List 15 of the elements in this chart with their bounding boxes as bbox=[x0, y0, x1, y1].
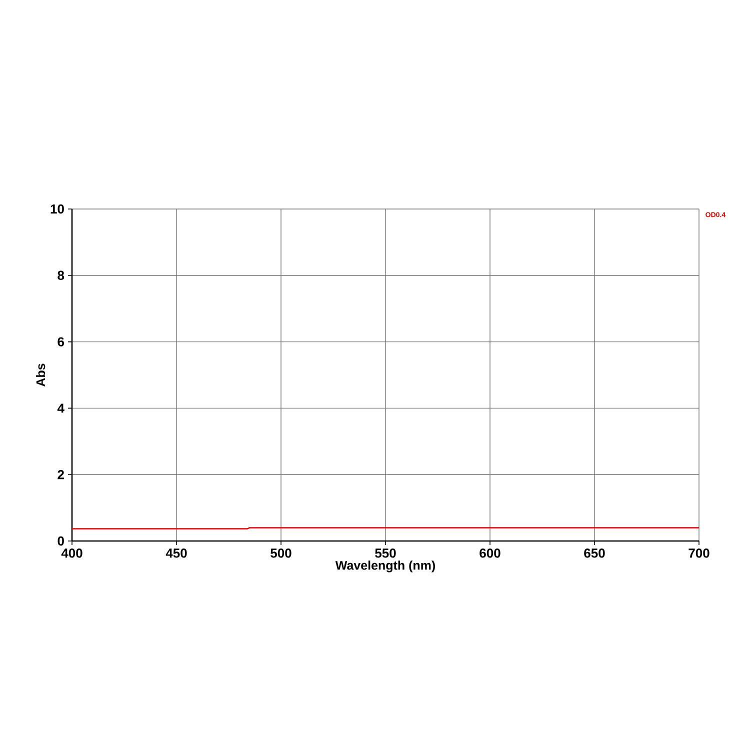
y-tick-label: 8 bbox=[58, 270, 64, 280]
y-tick-label: 2 bbox=[58, 470, 64, 480]
x-tick-label: 450 bbox=[166, 548, 187, 558]
x-tick-label: 400 bbox=[61, 548, 82, 558]
y-tick-label: 6 bbox=[58, 337, 64, 346]
y-tick-label: 0 bbox=[58, 536, 64, 546]
x-tick-label: 500 bbox=[270, 548, 292, 558]
x-tick-label: 700 bbox=[688, 548, 710, 558]
x-tick-label: 600 bbox=[480, 548, 500, 558]
y-tick-label: 4 bbox=[57, 404, 64, 413]
y-tick-label: 10 bbox=[50, 204, 64, 214]
x-tick-label: 650 bbox=[584, 548, 605, 558]
x-axis-title: Wavelength (nm) bbox=[335, 560, 435, 572]
x-tick-label: 550 bbox=[375, 548, 396, 558]
y-axis-title: Abs bbox=[36, 364, 46, 386]
